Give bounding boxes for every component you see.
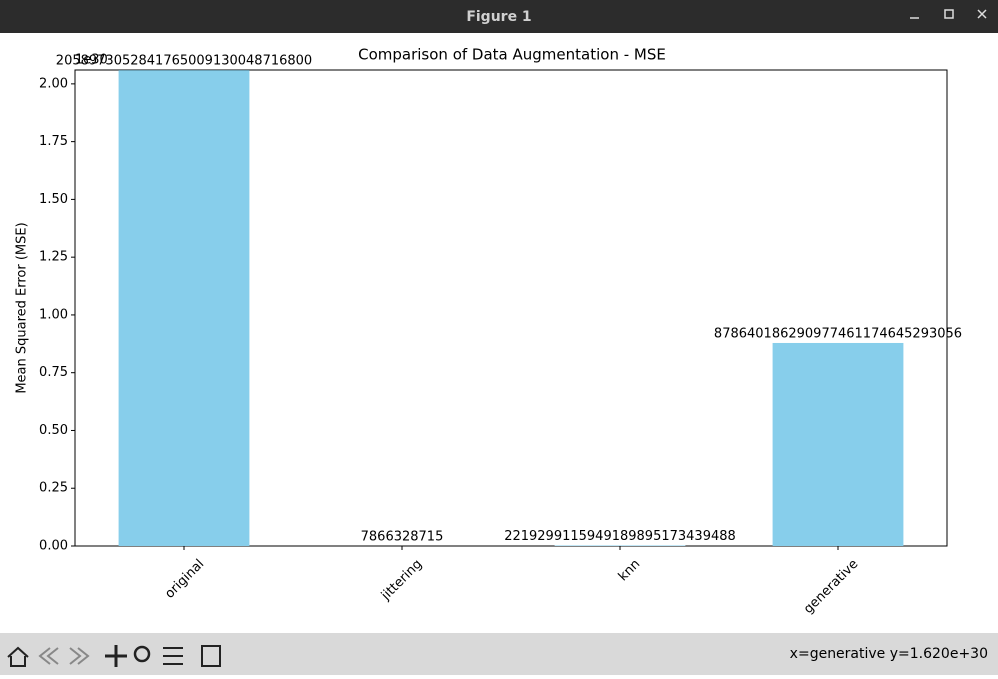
toolbar (0, 633, 998, 675)
y-tick-label: 1.50 (39, 192, 68, 207)
save-button[interactable] (201, 645, 221, 667)
title-bar (0, 0, 998, 33)
value-label: 878640186290977461174645293056 (714, 326, 962, 341)
value-label: 7866328715 (361, 530, 444, 545)
maximize-button[interactable] (944, 9, 954, 19)
pan-button[interactable] (105, 645, 127, 667)
y-tick-label: 1.25 (39, 250, 68, 265)
status-text: x=generative y=1.620e+30 (790, 646, 988, 662)
back-button[interactable] (38, 647, 59, 665)
close-button[interactable] (977, 9, 987, 19)
y-axis-label: Mean Squared Error (MSE) (15, 222, 30, 393)
y-tick-label: 0.25 (39, 481, 68, 496)
y-tick-label: 2.00 (39, 76, 68, 91)
bar (118, 70, 250, 546)
zoom-button[interactable] (133, 645, 151, 663)
window-title: Figure 1 (466, 9, 531, 25)
value-label: 2219299115949189895173439488 (504, 529, 736, 544)
y-tick-label: 0.75 (39, 365, 68, 380)
y-tick-label: 1.75 (39, 134, 68, 149)
bar (554, 545, 686, 546)
forward-button[interactable] (69, 647, 90, 665)
y-tick-label: 1.00 (39, 307, 68, 322)
home-button[interactable] (7, 646, 29, 667)
y-tick-label: 0.50 (39, 423, 68, 438)
toolbar-icons (7, 645, 221, 667)
offset-label: 1e30 (75, 53, 108, 68)
configure-button[interactable] (163, 647, 183, 665)
value-label: 2058973052841765009130048716800 (56, 54, 312, 69)
y-tick-label: 0.00 (39, 539, 68, 554)
axes-frame (74, 69, 948, 547)
bar (772, 342, 904, 546)
chart-title: Comparison of Data Augmentation - MSE (358, 46, 666, 64)
